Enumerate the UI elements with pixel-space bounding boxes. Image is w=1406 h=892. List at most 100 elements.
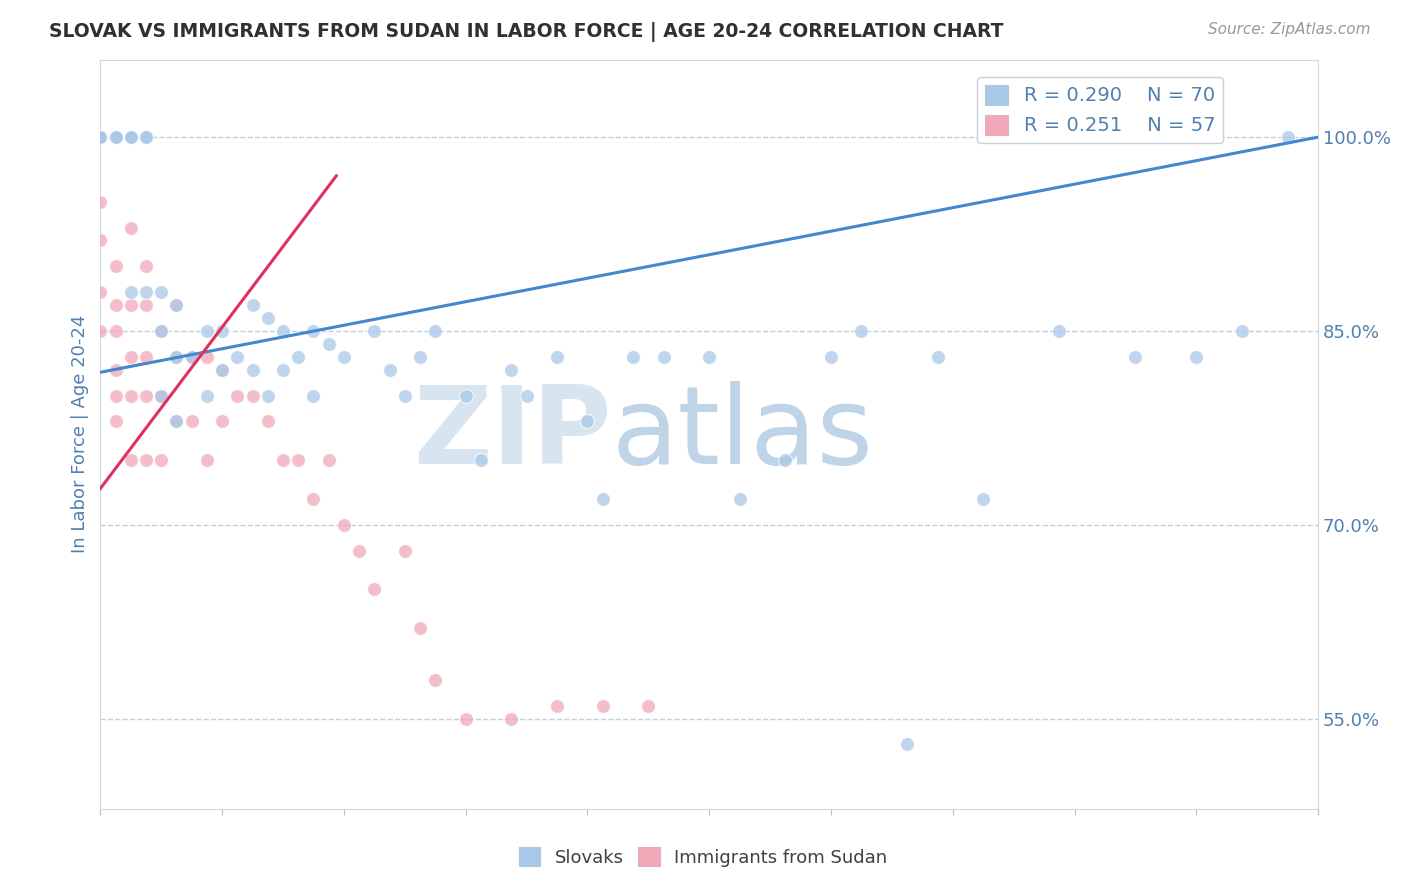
Point <box>135 388 157 402</box>
Text: ZIP: ZIP <box>413 381 612 487</box>
Point <box>104 362 127 376</box>
Legend: R = 0.290    N = 70, R = 0.251    N = 57: R = 0.290 N = 70, R = 0.251 N = 57 <box>977 77 1223 143</box>
Point <box>896 738 918 752</box>
Point <box>120 298 142 312</box>
Point <box>120 130 142 145</box>
Point <box>425 673 447 687</box>
Point <box>242 362 264 376</box>
Point <box>120 130 142 145</box>
Point <box>1185 350 1208 364</box>
Point <box>180 414 202 428</box>
Point <box>104 130 127 145</box>
Point <box>195 324 218 338</box>
Point <box>120 388 142 402</box>
Point <box>89 130 111 145</box>
Point <box>242 388 264 402</box>
Point <box>89 130 111 145</box>
Point <box>150 388 173 402</box>
Point <box>1047 324 1070 338</box>
Legend: Slovaks, Immigrants from Sudan: Slovaks, Immigrants from Sudan <box>512 840 894 874</box>
Point <box>546 350 568 364</box>
Point <box>150 453 173 467</box>
Point <box>409 350 432 364</box>
Point <box>195 453 218 467</box>
Point <box>546 698 568 713</box>
Point <box>135 130 157 145</box>
Point <box>592 698 614 713</box>
Point <box>226 388 249 402</box>
Point <box>592 491 614 506</box>
Point <box>271 362 294 376</box>
Point <box>104 130 127 145</box>
Point <box>166 298 188 312</box>
Point <box>89 130 111 145</box>
Point <box>150 285 173 300</box>
Point <box>89 130 111 145</box>
Point <box>89 324 111 338</box>
Point <box>89 130 111 145</box>
Point <box>120 130 142 145</box>
Point <box>211 414 233 428</box>
Point <box>697 350 720 364</box>
Point <box>120 453 142 467</box>
Point <box>211 324 233 338</box>
Point <box>135 350 157 364</box>
Point <box>89 130 111 145</box>
Text: Source: ZipAtlas.com: Source: ZipAtlas.com <box>1208 22 1371 37</box>
Point <box>150 324 173 338</box>
Point <box>454 388 477 402</box>
Point <box>775 453 797 467</box>
Point <box>287 350 309 364</box>
Point <box>120 285 142 300</box>
Point <box>621 350 644 364</box>
Point <box>150 324 173 338</box>
Point <box>89 130 111 145</box>
Point <box>89 130 111 145</box>
Point <box>378 362 401 376</box>
Point <box>135 453 157 467</box>
Point <box>637 698 659 713</box>
Point <box>89 234 111 248</box>
Point <box>820 350 842 364</box>
Point <box>135 298 157 312</box>
Point <box>120 350 142 364</box>
Point <box>166 414 188 428</box>
Point <box>271 324 294 338</box>
Point <box>363 582 385 597</box>
Point <box>104 130 127 145</box>
Point <box>302 491 325 506</box>
Y-axis label: In Labor Force | Age 20-24: In Labor Force | Age 20-24 <box>72 315 89 554</box>
Point <box>89 130 111 145</box>
Point <box>166 414 188 428</box>
Point <box>211 362 233 376</box>
Point <box>501 712 523 726</box>
Point <box>180 350 202 364</box>
Point <box>180 350 202 364</box>
Point <box>302 324 325 338</box>
Text: SLOVAK VS IMMIGRANTS FROM SUDAN IN LABOR FORCE | AGE 20-24 CORRELATION CHART: SLOVAK VS IMMIGRANTS FROM SUDAN IN LABOR… <box>49 22 1004 42</box>
Point <box>851 324 873 338</box>
Point <box>470 453 492 467</box>
Point <box>150 388 173 402</box>
Point <box>728 491 751 506</box>
Text: atlas: atlas <box>612 381 873 487</box>
Point <box>104 260 127 274</box>
Point <box>1277 130 1299 145</box>
Point <box>516 388 538 402</box>
Point <box>104 324 127 338</box>
Point <box>104 298 127 312</box>
Point <box>211 362 233 376</box>
Point <box>242 298 264 312</box>
Point <box>89 130 111 145</box>
Point <box>927 350 949 364</box>
Point <box>135 285 157 300</box>
Point <box>256 414 278 428</box>
Point <box>363 324 385 338</box>
Point <box>333 517 356 532</box>
Point <box>302 388 325 402</box>
Point <box>501 362 523 376</box>
Point <box>454 712 477 726</box>
Point <box>135 260 157 274</box>
Point <box>394 543 416 558</box>
Point <box>226 350 249 364</box>
